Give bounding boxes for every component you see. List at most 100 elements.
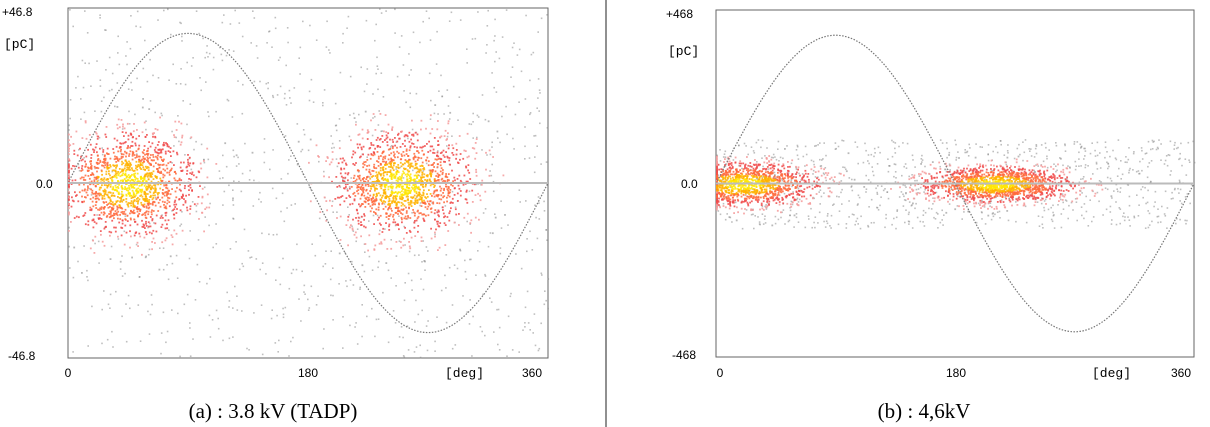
pd-point: [533, 313, 536, 315]
pd-point: [378, 202, 380, 205]
pd-point: [777, 140, 780, 143]
pd-point: [107, 167, 109, 170]
pd-point: [442, 179, 445, 182]
pd-point: [369, 210, 372, 213]
pd-point: [384, 155, 387, 158]
pd-point: [791, 185, 793, 188]
pd-point: [161, 192, 164, 194]
pd-point: [1022, 159, 1024, 162]
pd-point: [402, 336, 404, 339]
pd-point: [309, 200, 312, 203]
pd-point: [130, 235, 132, 238]
pd-point: [414, 235, 417, 237]
pd-point: [403, 299, 406, 302]
pd-point: [419, 196, 422, 198]
pd-point: [124, 150, 126, 153]
pd-point: [68, 175, 70, 178]
pd-point: [1102, 214, 1104, 216]
pd-point: [267, 87, 269, 90]
pd-point: [372, 154, 375, 157]
pd-point: [1078, 158, 1080, 160]
pd-point: [92, 205, 95, 208]
pd-point: [81, 169, 84, 171]
pd-point: [474, 157, 477, 160]
pd-point: [837, 145, 840, 148]
pd-point: [479, 199, 482, 202]
pd-point: [376, 160, 378, 162]
pd-point: [440, 158, 442, 160]
pd-point: [117, 174, 120, 177]
pd-point: [529, 113, 531, 116]
pd-point: [391, 209, 393, 212]
pd-point: [98, 188, 101, 191]
pd-point: [115, 290, 117, 293]
pd-point: [436, 316, 438, 318]
pd-point: [1098, 180, 1101, 182]
pd-point: [120, 184, 123, 187]
pd-point: [1154, 201, 1156, 203]
pd-point: [869, 181, 872, 184]
pd-point: [433, 152, 436, 154]
pd-point: [183, 198, 185, 200]
pd-point: [762, 223, 765, 225]
pd-point: [837, 223, 840, 226]
pd-point: [105, 126, 108, 128]
pd-point: [724, 178, 727, 181]
pd-point: [545, 229, 547, 231]
pd-point: [797, 158, 800, 160]
pd-point: [437, 175, 440, 178]
pd-point: [249, 256, 251, 259]
pd-point: [426, 143, 428, 145]
pd-point: [1163, 163, 1166, 165]
pd-point: [363, 218, 365, 221]
pd-point: [404, 159, 407, 161]
pd-point: [357, 146, 359, 149]
pd-point: [367, 203, 370, 205]
pd-point: [132, 170, 135, 172]
pd-point: [141, 151, 144, 154]
pd-point: [1104, 141, 1107, 143]
pd-point: [338, 283, 340, 285]
pd-point: [352, 230, 355, 232]
pd-point: [288, 89, 291, 92]
pd-point: [96, 60, 98, 62]
pd-point: [263, 161, 266, 164]
pd-point: [427, 205, 430, 208]
pd-point: [384, 205, 387, 208]
pd-point: [404, 226, 406, 229]
pd-point: [414, 201, 417, 204]
pd-point: [434, 184, 436, 187]
pd-point: [84, 212, 87, 214]
pd-point: [82, 215, 85, 217]
pd-point: [200, 89, 202, 92]
pd-point: [392, 145, 394, 148]
pd-point: [124, 218, 127, 220]
pd-point: [1156, 215, 1159, 218]
pd-point: [448, 195, 451, 198]
pd-point: [103, 177, 106, 180]
pd-point: [1117, 190, 1119, 193]
pd-point: [138, 232, 141, 235]
pd-point: [741, 167, 743, 170]
pd-point: [395, 206, 398, 208]
pd-point: [778, 194, 781, 196]
pd-point: [272, 234, 275, 236]
pd-point: [133, 181, 136, 183]
pd-point: [106, 204, 108, 206]
pd-point: [476, 114, 479, 117]
pd-point: [762, 200, 765, 203]
pd-point: [146, 167, 148, 170]
pd-point: [955, 156, 958, 159]
pd-point: [123, 167, 126, 170]
pd-point: [867, 160, 869, 162]
pd-point: [103, 155, 106, 158]
pd-point: [1015, 220, 1017, 223]
pd-point: [408, 241, 410, 243]
pd-point: [416, 166, 418, 169]
pd-point: [500, 200, 502, 202]
pd-point: [129, 230, 131, 233]
pd-point: [546, 14, 548, 16]
pd-point: [192, 57, 194, 59]
pd-point: [322, 102, 324, 104]
pd-point: [349, 114, 351, 116]
